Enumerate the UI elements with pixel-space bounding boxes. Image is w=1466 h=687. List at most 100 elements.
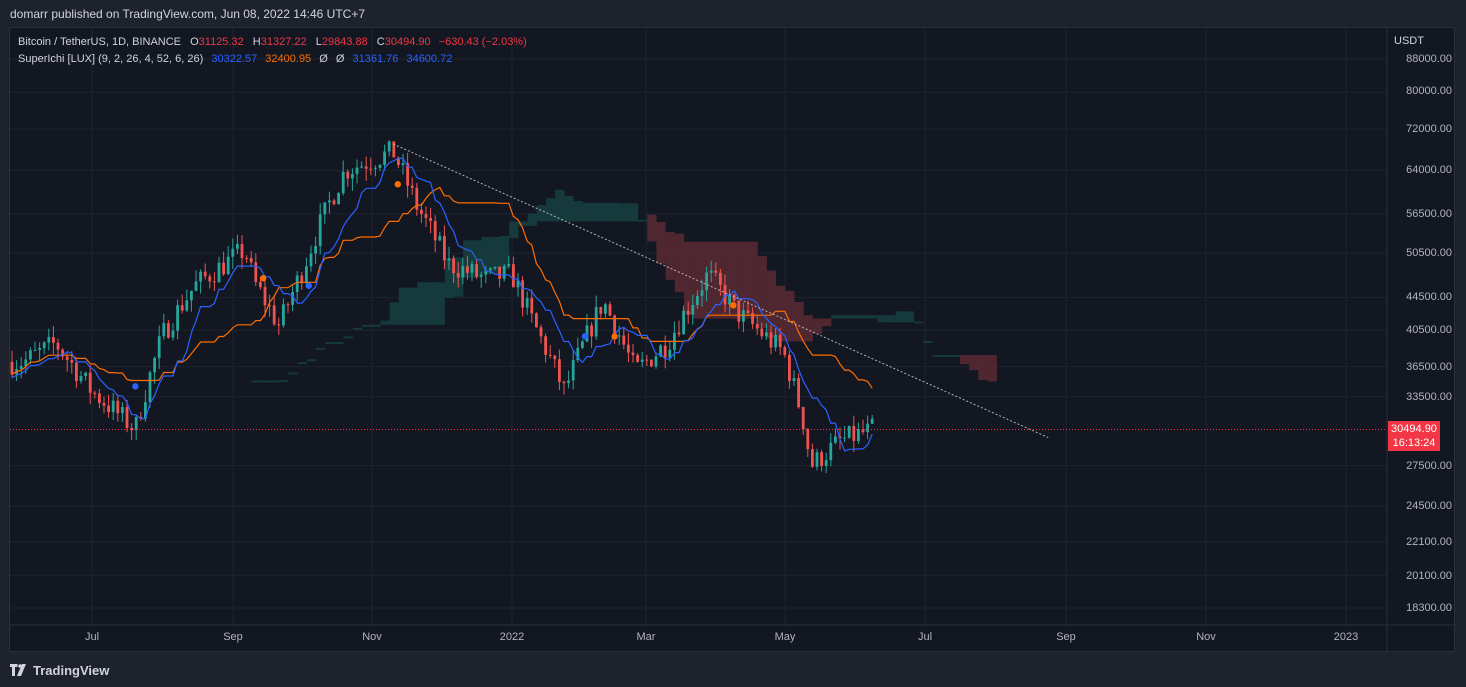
candle-body <box>470 264 474 273</box>
cloud-segment <box>352 327 363 330</box>
candle-body <box>719 272 722 285</box>
time-tick: May <box>774 631 796 643</box>
candle-body <box>176 305 179 331</box>
candle-body <box>378 164 382 168</box>
tenkan-line <box>11 157 873 452</box>
cloud-segment <box>766 270 777 339</box>
candle-body <box>866 423 869 433</box>
candle-body <box>834 436 837 443</box>
price-tick: 50500.00 <box>1406 247 1452 259</box>
candle-body <box>433 221 437 241</box>
cloud-segment <box>794 301 804 342</box>
candle-body <box>116 400 120 414</box>
candle-body <box>489 268 492 271</box>
candle-body <box>516 280 520 288</box>
price-axis-unit[interactable]: USDT <box>1394 35 1424 47</box>
candle-body <box>811 449 814 467</box>
cloud-segment <box>757 256 767 328</box>
candle-body <box>824 460 828 466</box>
candle-body <box>581 341 584 348</box>
time-tick: 2023 <box>1333 631 1359 643</box>
cloud-segment <box>435 282 445 325</box>
cloud-segment <box>500 236 510 270</box>
candle-body <box>705 272 708 291</box>
grid <box>10 28 1387 625</box>
candle-body <box>19 366 23 370</box>
candle-body <box>213 281 216 283</box>
symbol-legend[interactable]: Bitcoin / TetherUS, 1D, BINANCE O31125.3… <box>18 36 527 48</box>
cloud-segment <box>849 315 859 319</box>
candle-body <box>351 173 354 179</box>
chart-panel[interactable]: Bitcoin / TetherUS, 1D, BINANCE O31125.3… <box>9 27 1456 653</box>
price-tick: 27500.00 <box>1406 460 1452 472</box>
price-tick: 22100.00 <box>1406 536 1452 548</box>
candle-body <box>567 380 570 384</box>
candle-body <box>732 294 736 301</box>
candle-body <box>406 163 409 186</box>
indicator-legend[interactable]: SuperIchi [LUX] (9, 2, 26, 4, 52, 6, 26)… <box>18 53 452 65</box>
cloud-segment <box>628 203 639 222</box>
time-tick: Sep <box>223 631 243 643</box>
cloud-segment <box>389 302 399 325</box>
time-tick: Jul <box>917 631 933 643</box>
candle-body <box>236 243 239 249</box>
candle-body <box>806 429 810 450</box>
cloud-segment <box>288 372 298 375</box>
candle-body <box>33 350 37 352</box>
candle-body <box>484 270 488 275</box>
candle-body <box>199 271 202 282</box>
last-price-value: 30494.90 <box>1391 423 1437 436</box>
candle-body <box>79 376 83 382</box>
close-label: C <box>376 36 385 48</box>
candle-body <box>167 323 170 338</box>
cloud-segment <box>730 241 740 319</box>
candle-body <box>75 362 78 382</box>
candle-body <box>622 335 626 345</box>
cloud-segment <box>932 355 942 358</box>
published-info: domarr published on TradingView.com, Jun… <box>10 7 365 21</box>
cloud-segment <box>564 195 574 222</box>
cloud-segment <box>840 315 850 319</box>
candle-body <box>765 332 768 337</box>
candle-body <box>663 345 667 358</box>
candle-body <box>801 407 805 430</box>
candle-body <box>88 372 92 393</box>
candle-body <box>760 328 764 337</box>
close-value: 30494.90 <box>384 36 431 48</box>
cross-marker <box>730 302 737 309</box>
candle-body <box>286 304 290 306</box>
candle-body <box>217 262 221 283</box>
candle-body <box>56 342 60 350</box>
cloud-segment <box>371 324 381 327</box>
cloud-segment <box>297 362 307 365</box>
candle-body <box>249 257 253 263</box>
cloud-segment <box>978 355 988 380</box>
candle-body <box>774 334 777 348</box>
candle-body <box>226 256 230 275</box>
cloud-segment <box>398 287 409 325</box>
cloud-segment <box>426 282 436 325</box>
candle-body <box>709 270 713 273</box>
cloud-segment <box>684 241 694 316</box>
candle-body <box>98 393 101 403</box>
cloud-segment <box>601 202 611 222</box>
price-tick: 33500.00 <box>1406 391 1452 403</box>
candle-body <box>686 310 690 315</box>
time-tick: Jul <box>84 631 100 643</box>
candle-body <box>341 171 345 194</box>
candle-body <box>461 266 465 278</box>
cloud-segment <box>325 342 335 345</box>
candle-body <box>654 356 658 367</box>
candle-body <box>608 304 612 316</box>
candle-body <box>576 347 580 361</box>
cloud-segment <box>987 355 997 382</box>
candle-body <box>728 294 731 305</box>
candle-body <box>599 307 603 314</box>
indicator-name: SuperIchi [LUX] (9, 2, 26, 4, 52, 6, 26) <box>18 53 204 65</box>
cloud-segment <box>665 232 675 280</box>
candle-body <box>645 359 649 361</box>
indicator-v6: 34600.72 <box>406 53 453 65</box>
last-price-label: 30494.90 16:13:24 <box>1388 421 1440 452</box>
candle-body <box>295 275 299 292</box>
price-chart[interactable] <box>10 28 1456 653</box>
